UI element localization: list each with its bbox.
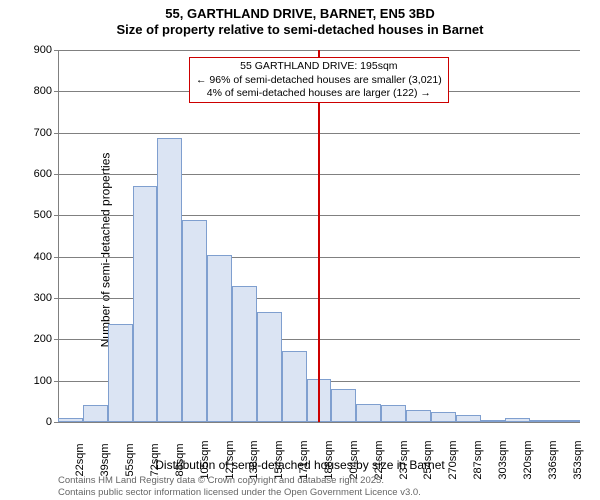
histogram-bar <box>555 420 580 422</box>
histogram-bar <box>207 255 232 422</box>
histogram-bar <box>356 404 381 422</box>
y-tick-label: 500 <box>34 209 58 221</box>
histogram-bar <box>505 418 530 422</box>
footer-line-1: Contains HM Land Registry data © Crown c… <box>58 475 421 486</box>
histogram-bar <box>257 312 282 422</box>
annotation-line-2: ← 96% of semi-detached houses are smalle… <box>196 74 442 87</box>
histogram-bar <box>157 138 182 422</box>
y-axis-line <box>58 50 59 422</box>
footer-line-2: Contains public sector information licen… <box>58 487 421 498</box>
title-line-2: Size of property relative to semi-detach… <box>0 22 600 38</box>
plot-area: 010020030040050060070080090022sqm39sqm55… <box>58 50 580 422</box>
y-tick-label: 900 <box>34 44 58 56</box>
histogram-bar <box>232 286 257 422</box>
annotation-box: 55 GARTHLAND DRIVE: 195sqm← 96% of semi-… <box>189 57 449 102</box>
annotation-line-1: 55 GARTHLAND DRIVE: 195sqm <box>196 60 442 73</box>
histogram-bar <box>83 405 108 422</box>
y-tick-label: 600 <box>34 168 58 180</box>
histogram-bar <box>406 410 431 422</box>
footer-attribution: Contains HM Land Registry data © Crown c… <box>58 475 421 498</box>
histogram-bar <box>108 324 133 422</box>
title-block: 55, GARTHLAND DRIVE, BARNET, EN5 3BD Siz… <box>0 0 600 39</box>
reference-line <box>318 50 320 422</box>
gridline <box>58 422 580 423</box>
y-tick-label: 0 <box>46 416 58 428</box>
histogram-bar <box>182 220 207 422</box>
x-axis-label: Distribution of semi-detached houses by … <box>0 458 600 472</box>
histogram-bar <box>282 351 307 422</box>
chart-container: 55, GARTHLAND DRIVE, BARNET, EN5 3BD Siz… <box>0 0 600 500</box>
histogram-bar <box>381 405 406 422</box>
histogram-bar <box>133 186 158 422</box>
y-tick-label: 100 <box>34 375 58 387</box>
title-line-1: 55, GARTHLAND DRIVE, BARNET, EN5 3BD <box>0 6 600 22</box>
y-tick-label: 800 <box>34 85 58 97</box>
y-tick-label: 200 <box>34 333 58 345</box>
histogram-bar <box>530 420 555 422</box>
histogram-bar <box>431 412 456 422</box>
y-tick-label: 300 <box>34 292 58 304</box>
histogram-bar <box>456 415 481 422</box>
y-tick-label: 700 <box>34 127 58 139</box>
histogram-bar <box>481 420 506 422</box>
histogram-bar <box>331 389 356 422</box>
histogram-bar <box>58 418 83 422</box>
y-tick-label: 400 <box>34 251 58 263</box>
annotation-line-3: 4% of semi-detached houses are larger (1… <box>196 87 442 100</box>
